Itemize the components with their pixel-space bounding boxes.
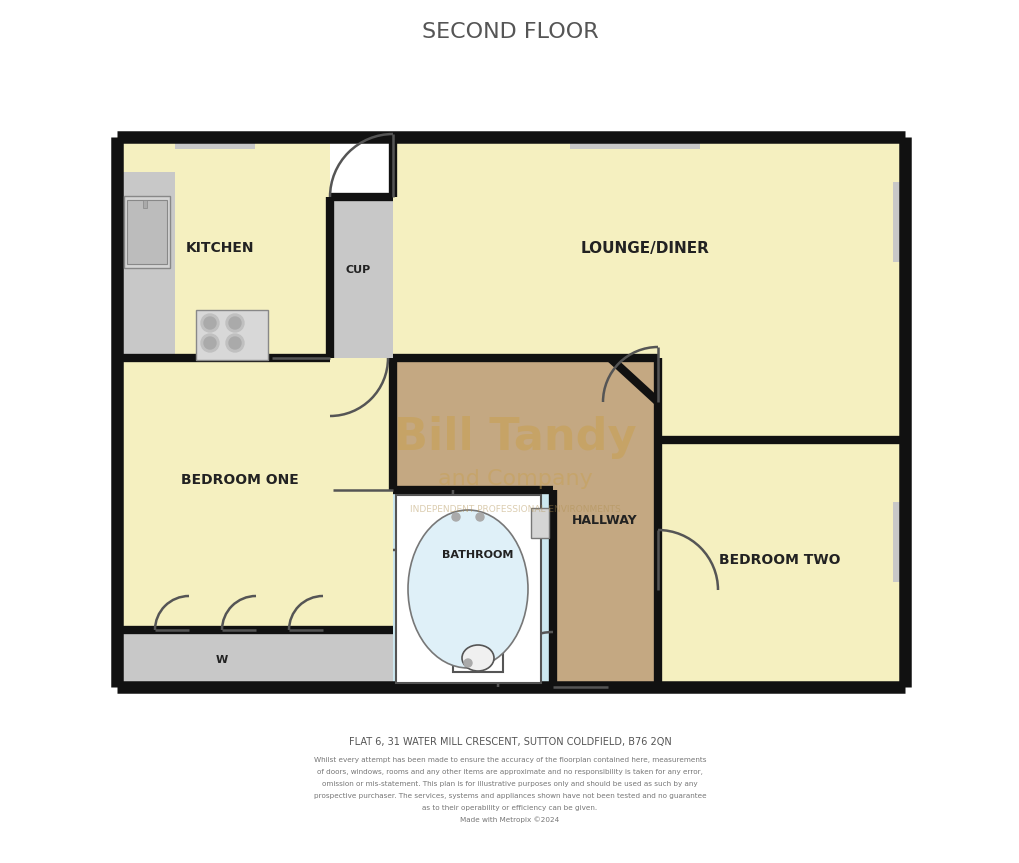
Circle shape xyxy=(451,513,460,521)
Text: as to their operability or efficiency can be given.: as to their operability or efficiency ca… xyxy=(422,805,597,811)
Bar xyxy=(143,200,147,208)
Circle shape xyxy=(204,337,216,349)
Bar xyxy=(392,358,657,687)
Circle shape xyxy=(201,314,219,332)
Text: Whilst every attempt has been made to ensure the accuracy of the floorplan conta: Whilst every attempt has been made to en… xyxy=(314,757,705,763)
Circle shape xyxy=(226,334,244,352)
Ellipse shape xyxy=(408,510,528,668)
Ellipse shape xyxy=(462,645,493,671)
Text: omission or mis-statement. This plan is for illustrative purposes only and shoul: omission or mis-statement. This plan is … xyxy=(322,781,697,787)
Bar xyxy=(117,630,392,687)
Bar xyxy=(117,198,128,273)
Text: BEDROOM ONE: BEDROOM ONE xyxy=(181,473,299,487)
Text: SECOND FLOOR: SECOND FLOOR xyxy=(421,22,598,42)
Bar xyxy=(657,358,904,440)
Bar xyxy=(124,196,170,268)
Bar xyxy=(127,200,167,264)
Bar xyxy=(892,502,904,582)
Text: FLAT 6, 31 WATER MILL CRESCENT, SUTTON COLDFIELD, B76 2QN: FLAT 6, 31 WATER MILL CRESCENT, SUTTON C… xyxy=(348,737,671,747)
Text: BEDROOM TWO: BEDROOM TWO xyxy=(718,553,840,567)
Circle shape xyxy=(476,513,484,521)
Bar xyxy=(395,495,540,683)
Bar xyxy=(392,490,552,687)
Bar xyxy=(570,137,699,149)
Bar xyxy=(117,172,175,358)
Circle shape xyxy=(201,334,219,352)
Bar xyxy=(452,630,502,672)
Text: of doors, windows, rooms and any other items are approximate and no responsibili: of doors, windows, rooms and any other i… xyxy=(317,769,702,775)
Text: LOUNGE/DINER: LOUNGE/DINER xyxy=(580,241,709,255)
Circle shape xyxy=(226,314,244,332)
Bar xyxy=(657,440,904,687)
Circle shape xyxy=(229,337,240,349)
Text: W: W xyxy=(216,655,228,665)
Bar xyxy=(155,675,350,687)
Bar xyxy=(175,137,255,149)
Text: Bill Tandy: Bill Tandy xyxy=(393,415,636,458)
Circle shape xyxy=(204,317,216,329)
Bar xyxy=(117,358,392,687)
Text: Made with Metropix ©2024: Made with Metropix ©2024 xyxy=(460,816,559,823)
Bar xyxy=(392,137,904,358)
Text: and Company: and Company xyxy=(437,469,592,489)
Bar xyxy=(330,197,392,358)
Bar xyxy=(117,137,330,358)
Text: INDEPENDENT PROFESSIONAL ENVIRONMENTS: INDEPENDENT PROFESSIONAL ENVIRONMENTS xyxy=(410,505,620,513)
Text: CUP: CUP xyxy=(345,265,370,275)
Bar xyxy=(196,310,268,360)
Circle shape xyxy=(229,317,240,329)
Text: prospective purchaser. The services, systems and appliances shown have not been : prospective purchaser. The services, sys… xyxy=(314,793,705,799)
Bar xyxy=(892,182,904,262)
Bar xyxy=(531,508,548,538)
Text: HALLWAY: HALLWAY xyxy=(572,513,637,526)
Text: KITCHEN: KITCHEN xyxy=(185,241,254,255)
Text: BATHROOM: BATHROOM xyxy=(442,550,514,560)
Circle shape xyxy=(464,659,472,667)
